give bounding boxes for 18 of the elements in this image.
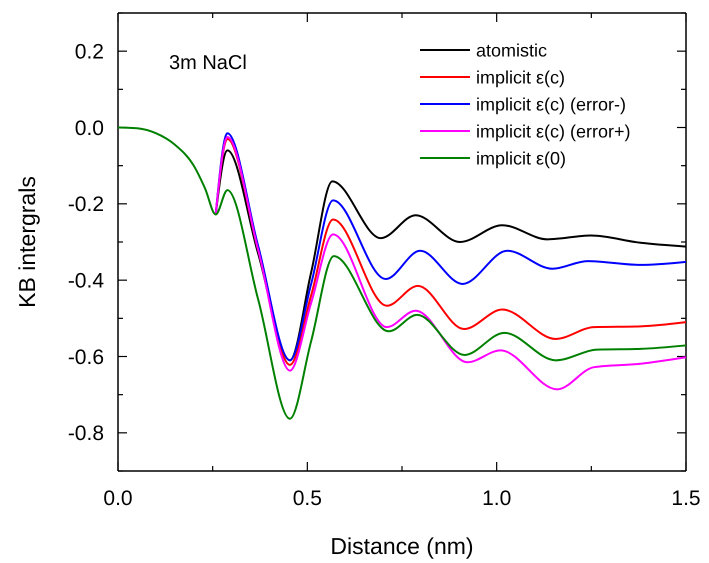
y-tick-label: -0.6 [68, 346, 104, 369]
legend-label: implicit ε(0) [476, 148, 566, 168]
legend-label: implicit ε(c) [476, 67, 566, 88]
y-tick-label: -0.8 [68, 422, 104, 446]
y-tick-label: 0.0 [74, 116, 104, 140]
x-tick-label: 1.5 [671, 487, 701, 510]
x-axis-title: Distance (nm) [330, 533, 474, 559]
legend-label: atomistic [476, 40, 548, 60]
x-tick-label: 1.0 [482, 487, 512, 510]
x-tick-label: 0.5 [292, 487, 322, 510]
y-axis-title: KB intergrals [14, 176, 40, 308]
y-tick-label: 0.2 [74, 40, 104, 64]
legend-label: implicit ε(c) (error-) [476, 94, 626, 114]
y-tick-label: -0.4 [68, 270, 104, 293]
y-tick-label: -0.2 [68, 193, 104, 216]
x-tick-label: 0.0 [103, 487, 133, 510]
legend-label: implicit ε(c) (error+) [476, 121, 631, 142]
annotation: 3m NaCl [169, 52, 247, 74]
